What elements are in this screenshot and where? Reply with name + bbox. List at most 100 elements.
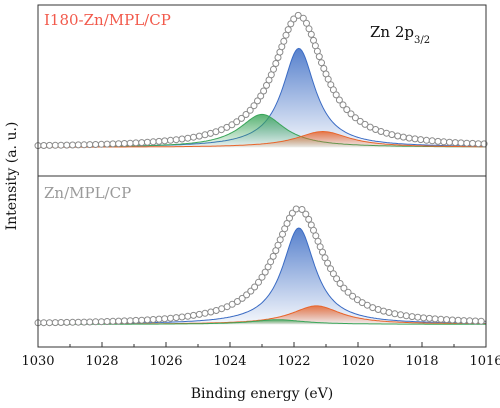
x-tick-label: 1020 (341, 354, 374, 369)
data-point (417, 136, 425, 144)
data-point (195, 132, 203, 140)
annotation-base: Zn 2p (370, 23, 414, 41)
data-point (243, 291, 251, 299)
data-point (109, 317, 117, 325)
data-point (318, 59, 325, 67)
data-point (190, 133, 197, 141)
data-point (115, 317, 123, 325)
data-point (411, 135, 419, 143)
data-point (298, 206, 306, 213)
data-point (336, 280, 344, 287)
x-tick-label: 1016 (469, 354, 500, 369)
panel-2: Zn/MPL/CP (34, 184, 487, 327)
data-point (120, 140, 128, 147)
data-point (126, 317, 134, 325)
data-point (143, 138, 151, 146)
data-point (126, 139, 134, 147)
data-point (46, 141, 53, 149)
component-peak-fill (38, 131, 486, 148)
data-point (466, 317, 474, 325)
data-point (299, 14, 307, 22)
data-point (394, 132, 402, 140)
y-axis-label: Intensity (a. u.) (4, 122, 20, 231)
data-point (195, 310, 203, 318)
data-point (80, 141, 88, 149)
data-point (51, 141, 59, 149)
data-point (242, 111, 250, 118)
data-point (457, 139, 465, 147)
data-point (408, 313, 416, 321)
data-point (132, 139, 140, 147)
data-point (290, 15, 298, 23)
data-point (233, 298, 241, 305)
data-point (80, 318, 88, 326)
data-point (92, 318, 100, 326)
panel-label: Zn/MPL/CP (44, 184, 131, 202)
data-point (434, 137, 442, 145)
data-point (329, 270, 337, 278)
data-point (260, 87, 268, 95)
data-point (69, 141, 77, 149)
data-point (332, 91, 340, 99)
data-point (74, 318, 82, 326)
data-point (324, 259, 332, 267)
data-point (255, 278, 262, 286)
data-point (286, 214, 293, 222)
data-point (228, 300, 236, 308)
data-point (74, 141, 82, 149)
data-point (86, 141, 94, 149)
data-point (469, 139, 477, 147)
data-point (57, 141, 65, 149)
data-point (92, 141, 100, 148)
data-point (344, 288, 352, 296)
data-point (167, 314, 174, 322)
data-point (258, 273, 266, 281)
data-point (414, 313, 422, 321)
data-point (257, 92, 265, 100)
data-point (282, 31, 290, 39)
data-point (103, 318, 111, 325)
data-point (446, 138, 453, 146)
panel-label: I180-Zn/MPL/CP (44, 11, 171, 29)
x-tick-label: 1018 (405, 354, 438, 369)
data-point (63, 141, 71, 149)
data-point (454, 316, 462, 324)
data-point (349, 292, 357, 300)
data-point (339, 101, 347, 109)
data-point (155, 137, 163, 145)
data-point (305, 25, 313, 33)
data-point (250, 102, 258, 110)
data-point (272, 60, 280, 67)
data-point (307, 30, 315, 38)
data-point (284, 26, 292, 34)
data-point (292, 205, 300, 213)
component-peak-fill (38, 228, 486, 325)
data-point (397, 311, 405, 319)
data-point (405, 134, 413, 142)
data-point (167, 136, 174, 144)
data-point (420, 314, 428, 322)
data-point (46, 319, 53, 327)
component-peak-fill (38, 319, 486, 325)
data-point (69, 318, 77, 326)
data-point (443, 316, 451, 324)
data-point (399, 133, 407, 141)
peak-annotation: Zn 2p3/2 (370, 23, 430, 46)
data-point (149, 316, 157, 323)
data-point (343, 106, 351, 114)
data-point (161, 137, 169, 145)
data-point (238, 114, 245, 122)
data-point (201, 309, 209, 317)
data-point (40, 142, 48, 149)
data-point (391, 310, 399, 318)
x-tick-label: 1026 (149, 354, 182, 369)
data-point (440, 138, 448, 146)
data-point (120, 317, 128, 325)
data-point (51, 319, 59, 327)
data-point (149, 138, 157, 146)
data-point (474, 140, 482, 148)
data-point (109, 140, 117, 148)
data-point (161, 315, 169, 323)
data-point (302, 210, 310, 218)
data-point (437, 315, 445, 323)
